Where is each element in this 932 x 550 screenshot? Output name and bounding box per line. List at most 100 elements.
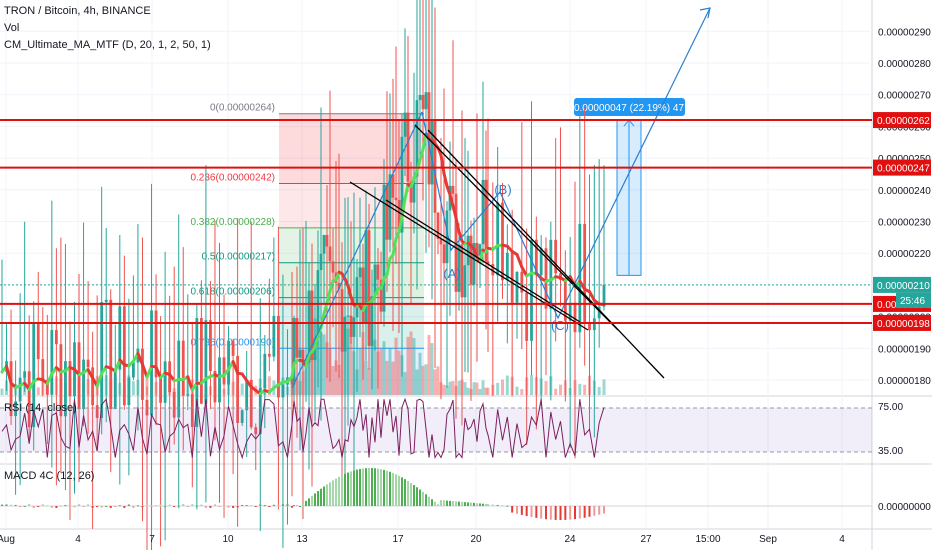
macd-bar (277, 505, 280, 507)
volume-bar (457, 380, 461, 395)
time-axis[interactable]: Aug 4 7 10 13 17 20 24 27 15:00 Sep 4 (0, 534, 845, 545)
macd-bar (431, 499, 433, 506)
candle-body (361, 267, 365, 323)
macd-bar (250, 505, 253, 507)
macd-bar (398, 475, 400, 506)
level-price-label-bg (873, 159, 931, 176)
macd-bar (603, 506, 605, 514)
volume-bar (358, 348, 362, 395)
candle-body (104, 299, 108, 303)
macd-bar (296, 505, 298, 507)
macd-bar (383, 469, 385, 506)
macd-bar (123, 506, 126, 508)
horizontal-levels[interactable] (0, 119, 872, 324)
macd-bar (41, 504, 44, 506)
macd-legend[interactable]: MACD 4C (12, 26) (4, 470, 95, 482)
candle-body (258, 387, 262, 435)
macd-bar (5, 504, 8, 506)
rsi-pane (0, 397, 872, 460)
ma-legend[interactable]: CM_Ultimate_MA_MTF (D, 20, 1, 2, 50, 1) (4, 39, 211, 51)
candle-body (254, 427, 258, 435)
volume-bar (409, 331, 413, 395)
macd-bar (491, 504, 494, 506)
price-axis[interactable]: 0.000001800.000001900.000002000.00000210… (873, 27, 931, 513)
candle-body (583, 223, 587, 322)
macd-bar (302, 503, 304, 506)
rsi-line (1, 397, 605, 460)
volume-bar (373, 339, 377, 395)
candle-body (45, 380, 49, 395)
macd-bar (449, 500, 451, 506)
macd-bar (132, 506, 135, 508)
candle-body (322, 235, 326, 254)
candle-body (186, 394, 190, 396)
macd-bar (485, 503, 487, 506)
fib-level-label: 0.236(0.00000242) (190, 172, 275, 183)
ma-segment (385, 257, 392, 277)
macd-bar (1, 504, 3, 506)
wedge-line (427, 129, 665, 379)
ma-segment (391, 237, 398, 257)
volume-bar (472, 382, 476, 395)
candle-body (397, 200, 401, 233)
ma-segment (290, 362, 296, 379)
macd-bar (317, 491, 319, 506)
fib-level-label: 0.5(0.00000217) (202, 252, 275, 263)
symbol-title[interactable]: TRON / Bitcoin, 4h, BINANCE (4, 5, 151, 17)
macd-bar (344, 473, 346, 506)
macd-bar (191, 504, 194, 506)
ma-segment (86, 368, 95, 380)
time-tick-label: 4 (75, 534, 81, 545)
macd-bar (535, 506, 538, 518)
volume-bar (379, 348, 383, 395)
candle-body (391, 174, 395, 198)
volume-bar (331, 365, 335, 395)
ma-segment (478, 248, 485, 264)
macd-bar (511, 506, 514, 513)
macd-bar (19, 506, 22, 508)
candle-body (578, 223, 582, 333)
drawn-trendlines[interactable]: (A) (B) (C) (291, 7, 711, 389)
macd-bar (308, 498, 310, 506)
macd-bar (28, 504, 31, 506)
volume-legend[interactable]: Vol (4, 22, 20, 34)
ma-segment (457, 230, 464, 243)
level-price-label: 0.00000262 (877, 116, 930, 127)
volume-bar (415, 369, 419, 395)
ma-segment (454, 216, 461, 234)
candle-body (539, 248, 543, 276)
wedge-line (414, 124, 619, 331)
candle-body (331, 261, 335, 273)
macd-bar (326, 484, 328, 506)
price-tick-label: 0.00000240 (878, 186, 931, 197)
volume-bar (403, 372, 407, 395)
candle-body (451, 185, 455, 194)
fib-level-label: 0.618(0.00000206) (190, 287, 275, 298)
candle-body (588, 321, 591, 331)
candle-body (199, 318, 203, 404)
volume-bar (240, 383, 244, 395)
candle-body (597, 306, 601, 319)
candle-body (520, 271, 524, 293)
volume-bar (337, 364, 341, 395)
candle-body (382, 184, 386, 312)
ma-segment (140, 362, 149, 379)
candle-body (190, 394, 194, 427)
candle-body (454, 193, 458, 292)
volume-bar (349, 335, 353, 395)
macd-bar (520, 506, 523, 515)
rsi-legend[interactable]: RSI (14, close) (4, 402, 77, 414)
macd-bar (588, 506, 591, 517)
macd-bar (554, 506, 557, 520)
ma-segment (418, 148, 425, 162)
candle-body (346, 315, 350, 317)
ma-segment (588, 290, 596, 302)
macd-bar (422, 491, 424, 506)
candle-body (310, 290, 314, 361)
ma-segment (186, 375, 194, 392)
candle-body (563, 279, 567, 321)
macd-bar (82, 506, 85, 508)
volume-bar (433, 369, 437, 395)
candle-body (245, 379, 249, 411)
